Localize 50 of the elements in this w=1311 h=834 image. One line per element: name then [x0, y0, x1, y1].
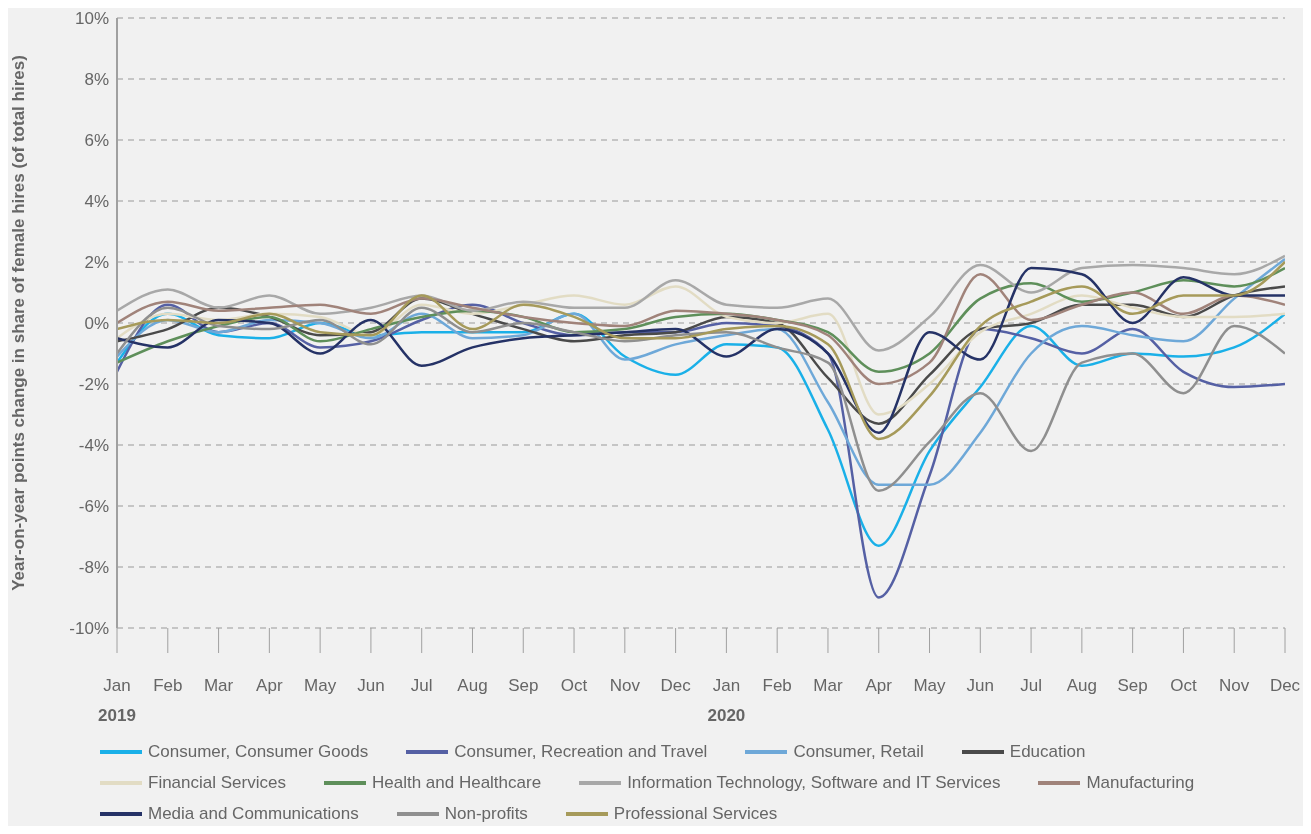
legend-label: Consumer, Consumer Goods	[147, 742, 369, 762]
legend-label: Professional Services	[612, 804, 778, 824]
x-tick-label: Aug	[457, 676, 488, 695]
y-axis-title: Year-on-year points change in share of female hires (of total hires)	[9, 55, 29, 591]
legend-label: Financial Services	[147, 773, 286, 793]
x-tick-label: Mar	[813, 676, 843, 695]
legend-label: Information Technology, Software and IT Services	[626, 773, 1001, 793]
y-tick-label: 2%	[84, 253, 109, 273]
line-series	[117, 306, 1285, 492]
y-tick-label: 10%	[74, 9, 109, 29]
x-tick-label: Jun	[357, 676, 385, 695]
y-tick-label: -10%	[69, 619, 109, 639]
y-tick-label: 0%	[84, 314, 109, 334]
legend-label: Manufacturing	[1085, 773, 1195, 793]
x-tick-label: Dec	[660, 676, 692, 695]
x-tick-label: Dec	[1269, 676, 1301, 695]
x-tick-label: Feb	[762, 676, 792, 695]
legend-label: Non-profits	[443, 804, 528, 824]
x-tick-label: Jan	[712, 676, 741, 695]
x-tick-label: May	[913, 676, 947, 695]
x-tick-label: Jul	[410, 676, 433, 695]
x-tick-label: Sep	[508, 676, 539, 695]
x-tick-label: Oct	[560, 676, 588, 695]
x-tick-label: Sep	[1117, 676, 1148, 695]
x-tick-label: Apr	[865, 676, 893, 695]
x-tick-label: Mar	[203, 676, 234, 695]
text: 2019	[98, 706, 136, 725]
x-tick-label: Jan	[103, 676, 131, 695]
x-tick-label: Jul	[1020, 676, 1042, 695]
y-tick-label: -4%	[78, 436, 109, 456]
legend-label: Consumer, Recreation and Travel	[453, 742, 708, 762]
x-tick-label: Nov	[609, 676, 641, 695]
legend-label: Media and Communications	[147, 804, 359, 824]
y-tick-label: 8%	[84, 70, 109, 90]
legend-label: Education	[1008, 742, 1086, 762]
legend-label: Consumer, Retail	[792, 742, 924, 762]
legend-label: Health and Healthcare	[370, 773, 542, 793]
y-tick-label: -2%	[78, 375, 109, 395]
y-tick-label: -6%	[78, 497, 109, 517]
y-tick-label: -8%	[78, 558, 109, 578]
x-tick-label: Oct	[1170, 676, 1197, 695]
x-tick-label: Nov	[1219, 676, 1250, 695]
y-tick-label: 4%	[84, 192, 109, 212]
text: 2020	[707, 706, 746, 725]
x-tick-label: Apr	[256, 676, 283, 695]
y-tick-label: 6%	[84, 131, 109, 151]
x-tick-label: Feb	[153, 676, 183, 695]
x-tick-label: Jun	[966, 676, 995, 695]
x-tick-label: May	[304, 676, 337, 695]
x-tick-label: Aug	[1066, 676, 1097, 695]
